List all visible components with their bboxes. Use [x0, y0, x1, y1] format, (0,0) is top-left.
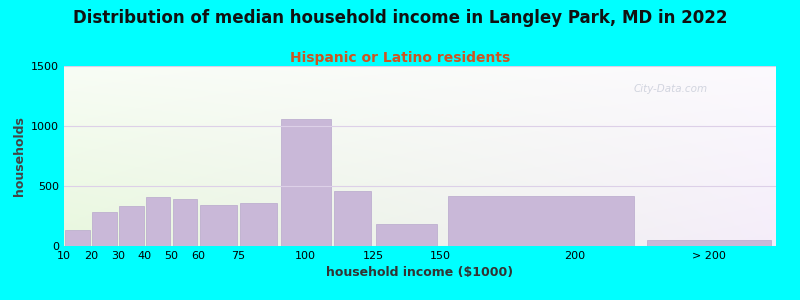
Bar: [334, 191, 371, 246]
Text: Hispanic or Latino residents: Hispanic or Latino residents: [290, 51, 510, 65]
Bar: [119, 206, 143, 246]
Bar: [448, 196, 634, 246]
Y-axis label: households: households: [13, 116, 26, 196]
X-axis label: household income ($1000): household income ($1000): [326, 266, 514, 279]
Bar: [65, 230, 90, 246]
Text: Distribution of median household income in Langley Park, MD in 2022: Distribution of median household income …: [73, 9, 727, 27]
Bar: [173, 199, 198, 246]
Bar: [376, 224, 438, 246]
Bar: [647, 240, 770, 246]
Text: City-Data.com: City-Data.com: [634, 84, 708, 94]
Bar: [281, 119, 330, 246]
Bar: [146, 197, 170, 246]
Bar: [92, 212, 117, 246]
Bar: [200, 205, 237, 246]
Bar: [240, 203, 278, 246]
